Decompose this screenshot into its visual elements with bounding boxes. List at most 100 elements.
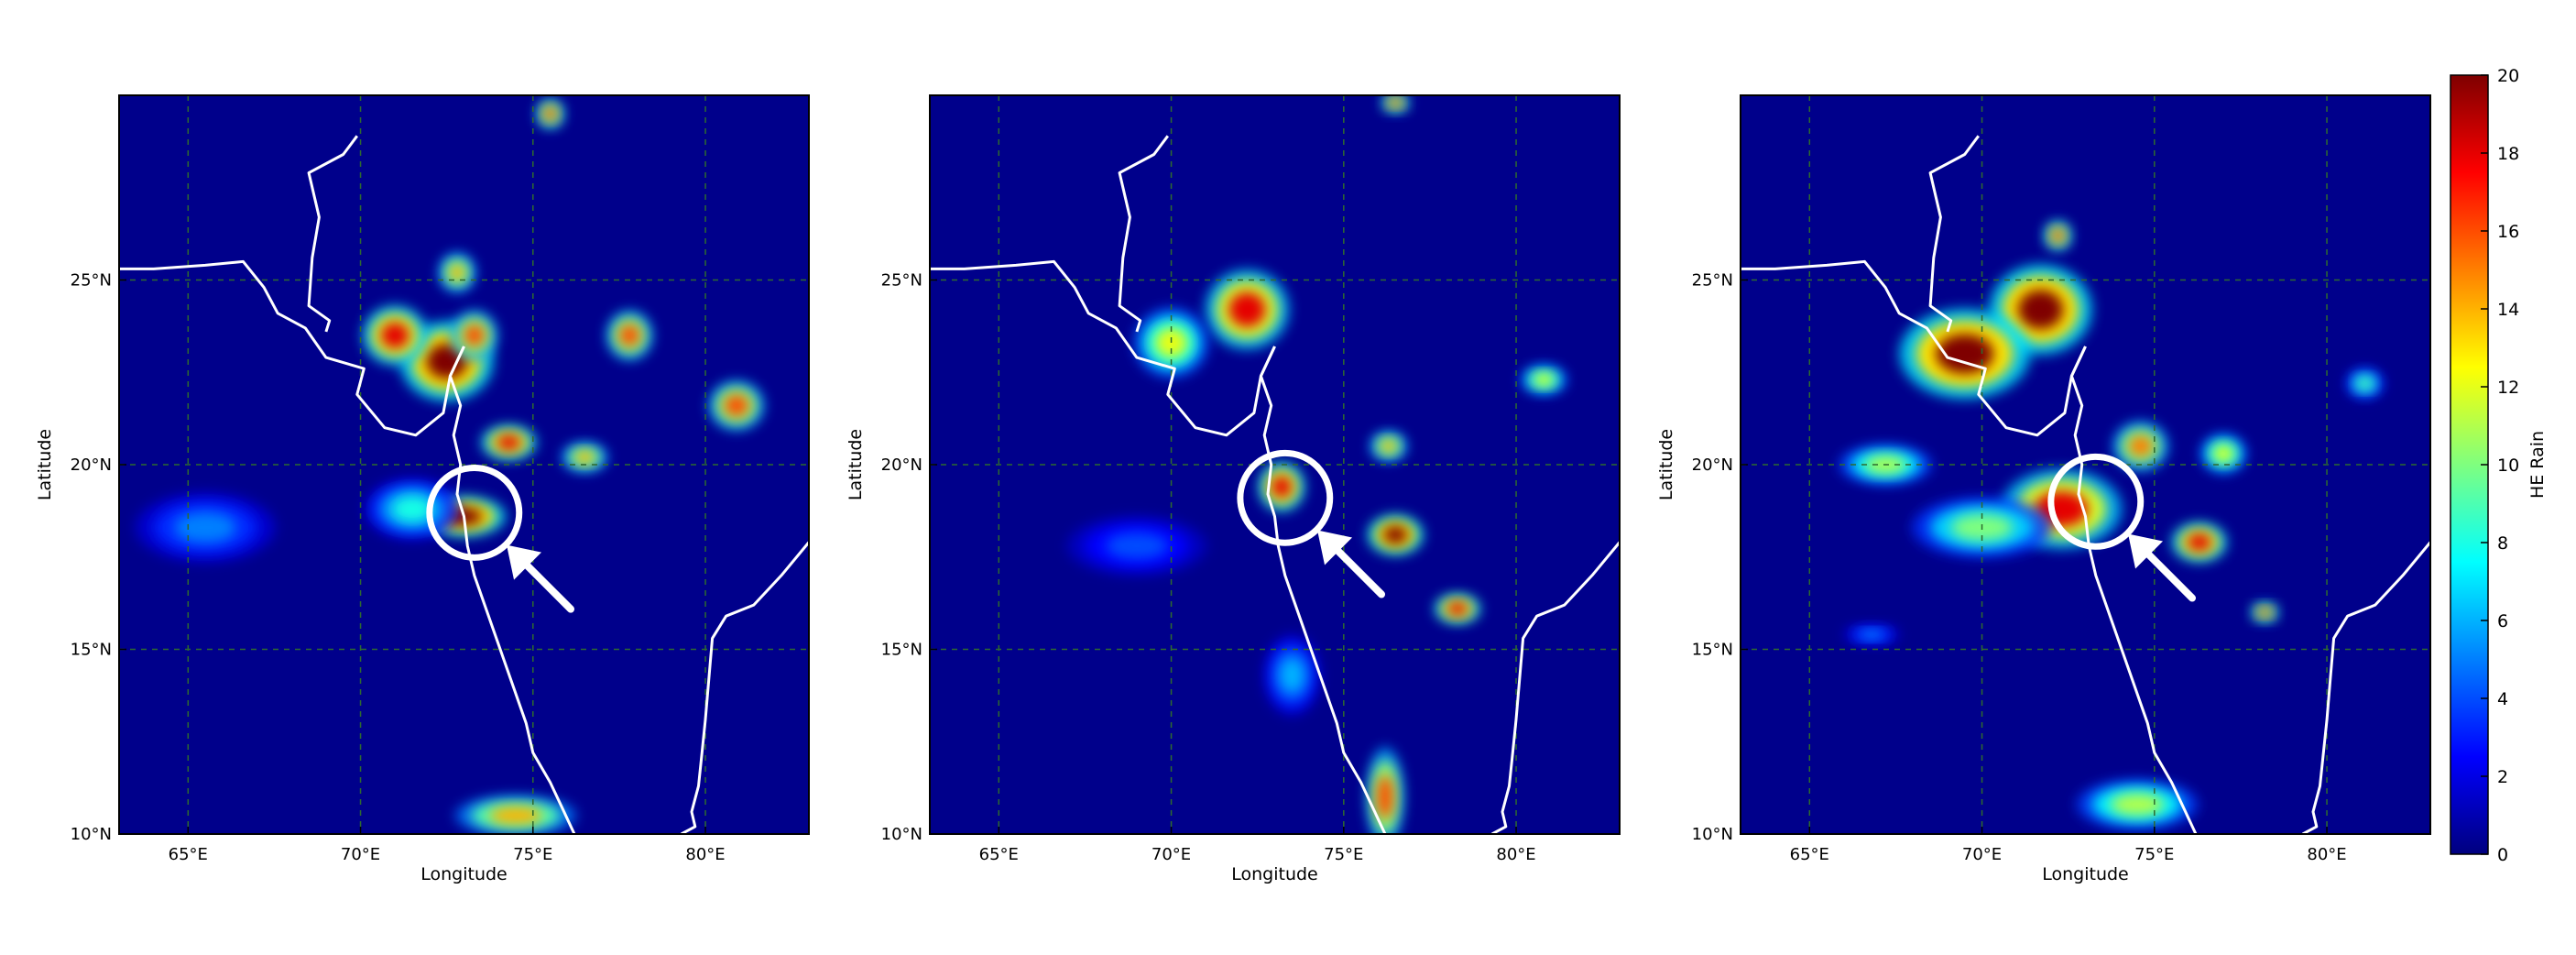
- rain-cell-core: [618, 324, 640, 347]
- rain-cell-core: [380, 322, 410, 349]
- rain-cell: [438, 252, 476, 293]
- rain-cell-core: [1446, 601, 1468, 616]
- map-panel-3: 65°E 70°E 75°E 80°E 10°N 15°N 20°N 25°N Longitud…: [1656, 94, 2431, 884]
- gridlines: [1741, 95, 2430, 834]
- y-tick-label: 20°N: [71, 456, 112, 475]
- rain-cell-core: [2356, 377, 2374, 390]
- highlight-circle: [1237, 449, 1334, 546]
- y-tick-label: 15°N: [881, 641, 922, 660]
- rain-cell-core: [2128, 434, 2154, 457]
- rain-cell-core: [1376, 774, 1394, 819]
- rain-cell: [561, 442, 608, 473]
- highlight-circle: [426, 464, 523, 561]
- y-axis-label: Latitude: [846, 429, 866, 500]
- rain-cell: [1370, 431, 1408, 462]
- highlight-annotation: [1237, 449, 1386, 598]
- rain-cell: [1899, 309, 2030, 400]
- river-outline: [307, 135, 359, 333]
- rain-cell-core: [1154, 327, 1188, 358]
- rain-cell: [2199, 434, 2247, 474]
- rain-cell-core: [1936, 334, 1994, 374]
- rain-cell-core: [1228, 291, 1266, 328]
- colorbar-tick-label: 14: [2497, 300, 2519, 320]
- highlight-annotation: [2047, 453, 2197, 602]
- rain-cell-core: [1859, 630, 1884, 640]
- x-tick-label: 80°E: [685, 845, 725, 864]
- rain-cell-core: [724, 394, 749, 417]
- y-tick-label: 20°N: [1692, 456, 1733, 475]
- rain-cell: [1205, 269, 1290, 350]
- x-tick-label: 65°E: [979, 845, 1019, 864]
- rain-cell: [1133, 307, 1209, 379]
- coastline-east: [2301, 541, 2430, 834]
- x-tick-label: 80°E: [1496, 845, 1535, 864]
- rain-cell-core: [1106, 532, 1168, 560]
- arrow-shaft: [519, 557, 575, 613]
- rain-cell-core: [1271, 476, 1293, 499]
- y-tick-label: 25°N: [1692, 271, 1733, 291]
- colorbar-tick-label: 18: [2497, 144, 2519, 164]
- river-outline: [1928, 135, 1981, 333]
- rain-cell: [1520, 364, 1567, 395]
- rain-field: [1741, 95, 2430, 834]
- rain-cell: [708, 380, 765, 431]
- colorbar-tick-label: 6: [2497, 611, 2508, 631]
- colorbar-tick-label: 20: [2497, 66, 2519, 86]
- rain-cell: [2171, 521, 2228, 563]
- colorbar-tick-label: 4: [2497, 689, 2508, 709]
- rain-cell: [1066, 516, 1207, 576]
- coastline-west: [2069, 346, 2198, 834]
- rain-cell: [366, 478, 459, 540]
- x-tick-label: 65°E: [169, 845, 208, 864]
- arrow-head: [507, 544, 542, 580]
- highlight-annotation: [426, 464, 575, 613]
- rain-cell: [1434, 593, 1481, 624]
- rain-cell: [480, 424, 537, 460]
- coastline-northwest: [1741, 259, 2087, 437]
- rain-cell-core: [1382, 525, 1408, 544]
- rain-cell-core: [2110, 793, 2165, 816]
- rain-cell: [1263, 635, 1320, 716]
- x-tick-label: 80°E: [2307, 845, 2346, 864]
- rain-cell-core: [2017, 289, 2064, 330]
- rain-cell-core: [1389, 98, 1403, 107]
- rain-cell: [2251, 602, 2279, 623]
- rain-cell: [2044, 220, 2072, 251]
- y-tick-label: 25°N: [71, 271, 112, 291]
- x-axis-label: Longitude: [2042, 864, 2129, 884]
- colorbar-tick-label: 8: [2497, 533, 2508, 554]
- rain-cell-core: [448, 263, 466, 282]
- colorbar-tick-label: 10: [2497, 456, 2519, 476]
- rain-cell: [362, 305, 428, 366]
- map-panel-1: 65°E 70°E 75°E 80°E 10°N 15°N 20°N 25°N Longitud…: [35, 94, 810, 884]
- arrow-head: [2128, 533, 2164, 569]
- coastline-west: [1259, 346, 1387, 834]
- coastline: [930, 135, 1620, 834]
- rain-cell-core: [488, 807, 543, 825]
- rain-cell-core: [496, 434, 521, 451]
- rain-field: [119, 95, 809, 834]
- rain-cell-core: [573, 450, 595, 465]
- y-axis-label: Latitude: [1656, 429, 1676, 500]
- x-tick-label: 75°E: [1324, 845, 1363, 864]
- rain-cell: [451, 310, 498, 361]
- gridlines: [930, 95, 1620, 834]
- coastline-east: [1490, 541, 1620, 834]
- x-axis-label: Longitude: [420, 864, 508, 884]
- colorbar-tick-label: 2: [2497, 767, 2508, 787]
- y-tick-label: 15°N: [1692, 641, 1733, 660]
- rain-cell: [1843, 624, 1900, 645]
- rain-cell: [1258, 461, 1305, 512]
- rain-cell: [606, 310, 653, 361]
- coastline-west: [448, 346, 576, 834]
- rain-cell: [1381, 95, 1410, 113]
- y-tick-label: 10°N: [881, 825, 922, 844]
- rain-cell-core: [543, 106, 557, 121]
- arrow-shaft: [2141, 546, 2197, 602]
- rain-cell-core: [174, 511, 237, 543]
- colorbar: 0 2 4 6 8 10 12 14 16 18 20 HE Rain: [2450, 66, 2548, 865]
- rain-cell-core: [1380, 439, 1397, 454]
- y-tick-label: 25°N: [881, 271, 922, 291]
- coastline: [119, 135, 809, 834]
